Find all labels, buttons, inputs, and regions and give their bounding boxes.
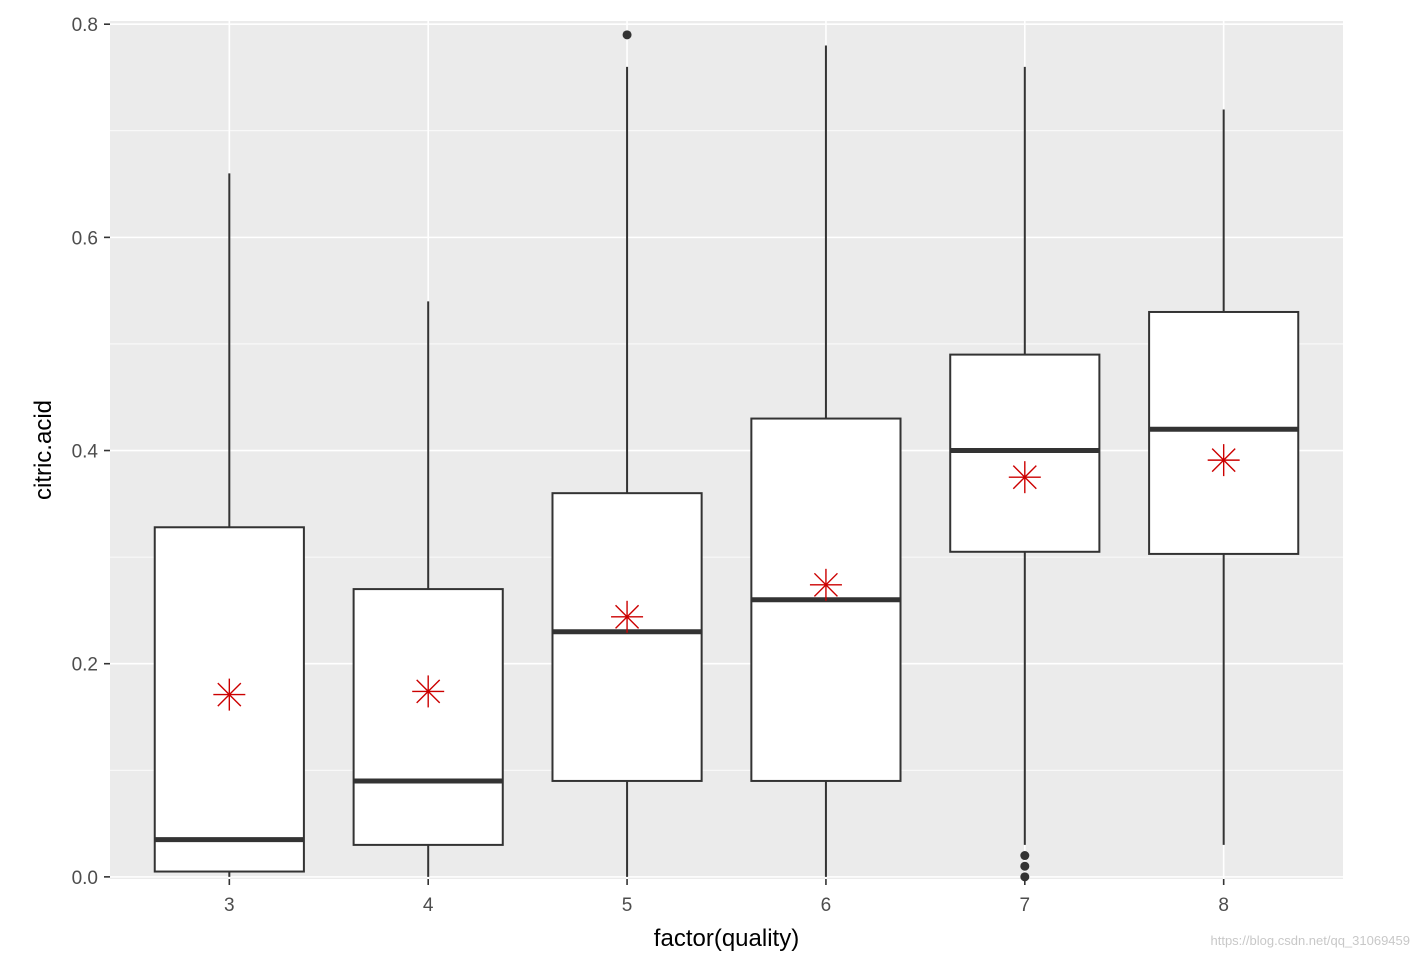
mean-marker	[1008, 461, 1041, 494]
x-tick-label: 6	[821, 895, 832, 916]
x-tick-label: 5	[622, 895, 633, 916]
y-tick-label: 0.8	[72, 15, 98, 36]
x-tick-label: 4	[423, 895, 434, 916]
x-tick-label: 8	[1218, 895, 1229, 916]
box-7	[949, 66, 1101, 882]
mean-marker	[213, 678, 246, 711]
y-axis: 0.0 0.2 0.4 0.6 0.8	[72, 15, 110, 889]
mean-marker	[412, 675, 445, 708]
box-iqr	[551, 492, 703, 782]
x-tick-label: 7	[1020, 895, 1031, 916]
y-tick-label: 0.0	[72, 868, 98, 889]
x-axis-title: factor(quality)	[654, 925, 799, 952]
y-tick-label: 0.2	[72, 655, 98, 676]
grid-minor	[110, 130, 1343, 771]
box-6	[750, 45, 902, 877]
box-iqr	[1148, 310, 1300, 555]
boxes	[153, 30, 1300, 882]
watermark: https://blog.csdn.net/qq_31069459	[1211, 933, 1411, 948]
mean-marker	[1207, 444, 1240, 477]
box-iqr	[352, 588, 504, 846]
mean-marker	[611, 600, 644, 633]
x-tick-label: 3	[224, 895, 235, 916]
outlier-point	[1020, 872, 1030, 882]
outlier-point	[1020, 861, 1030, 871]
y-tick-label: 0.6	[72, 228, 98, 249]
x-axis: 3 4 5 6 7 8	[224, 879, 1229, 916]
y-axis-title: citric.acid	[30, 400, 57, 500]
outlier-point	[1020, 851, 1030, 861]
box-iqr	[949, 353, 1101, 553]
mean-marker	[809, 568, 842, 601]
box-8	[1148, 109, 1300, 845]
box-3	[153, 173, 305, 877]
outlier-point	[622, 30, 632, 40]
y-tick-label: 0.4	[72, 442, 99, 463]
box-5	[551, 30, 703, 877]
box-4	[352, 301, 504, 877]
